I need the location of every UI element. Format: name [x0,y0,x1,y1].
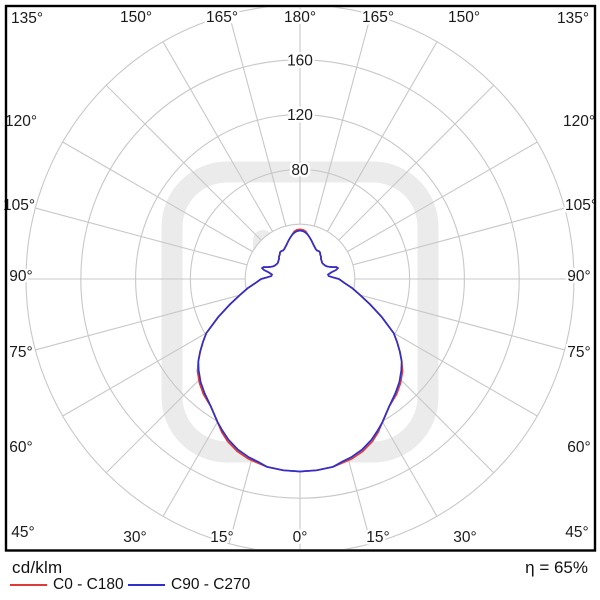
angle-label-105-right: 105° [565,197,597,214]
intensity-curves [196,228,404,473]
legend-label-c0-c180: C0 - C180 [53,576,124,593]
angle-label-165-left: 165° [206,9,238,26]
grid-spoke-255 [35,207,248,266]
angle-label-45-right: 45° [565,524,588,541]
grid-spoke-120 [347,141,538,253]
grid-spoke-195 [228,14,287,227]
angle-label-90-left: 90° [9,268,32,285]
efficiency-value: η = 65% [525,558,588,577]
radial-label-80: 80 [291,162,309,179]
angle-label-180: 180° [284,9,316,26]
radial-units-label: cd/klm [12,558,63,577]
angle-label-45-left: 45° [11,524,34,541]
legend-line-red-icon [10,584,47,586]
angle-label-120-left: 120° [5,113,37,130]
plot-area [25,7,575,549]
angle-label-165-right: 165° [362,9,394,26]
plot-frame-border [4,4,597,552]
angle-label-150-right: 150° [448,9,480,26]
angle-label-105-left: 105° [3,197,35,214]
angle-label-120-right: 120° [563,113,595,130]
legend-line-blue-icon [128,584,165,586]
angle-label-0: 0° [293,529,308,546]
angle-label-135-left: 135° [11,10,43,27]
angle-label-30-right: 30° [453,529,476,546]
grid-spoke-225 [105,84,262,241]
angle-label-15-left: 15° [210,529,233,546]
angle-label-90-right: 90° [567,268,590,285]
axis-labels: 80 120 160 0° 15° 15° 30° 30° 45° 45° 60° 60° 75° 75°… [0,7,599,549]
grid-spoke-240 [62,141,253,253]
curve-c90-c270 [197,229,403,473]
angle-label-135-right: 135° [557,10,589,27]
radial-label-120: 120 [287,107,313,124]
radial-label-160: 160 [287,52,313,69]
curve-interior-fill [198,230,402,472]
angle-label-30-left: 30° [123,529,146,546]
grid-spoke-75 [352,292,565,351]
legend-label-c90-c270: C90 - C270 [171,576,251,593]
grid-spoke-285 [35,292,248,351]
grid-spoke-150 [326,41,438,232]
grid-spoke-210 [162,41,274,232]
grid-spoke-165 [313,14,372,227]
grid-spoke-135 [338,84,495,241]
angle-label-75-right: 75° [567,344,590,361]
angle-label-150-left: 150° [120,9,152,26]
angle-label-60-right: 60° [567,439,590,456]
angle-label-75-left: 75° [9,344,32,361]
angle-label-60-left: 60° [9,439,32,456]
grid-spoke-105 [352,207,565,266]
angle-label-15-right: 15° [366,529,389,546]
legend: C0 - C180 C90 - C270 [0,576,600,598]
